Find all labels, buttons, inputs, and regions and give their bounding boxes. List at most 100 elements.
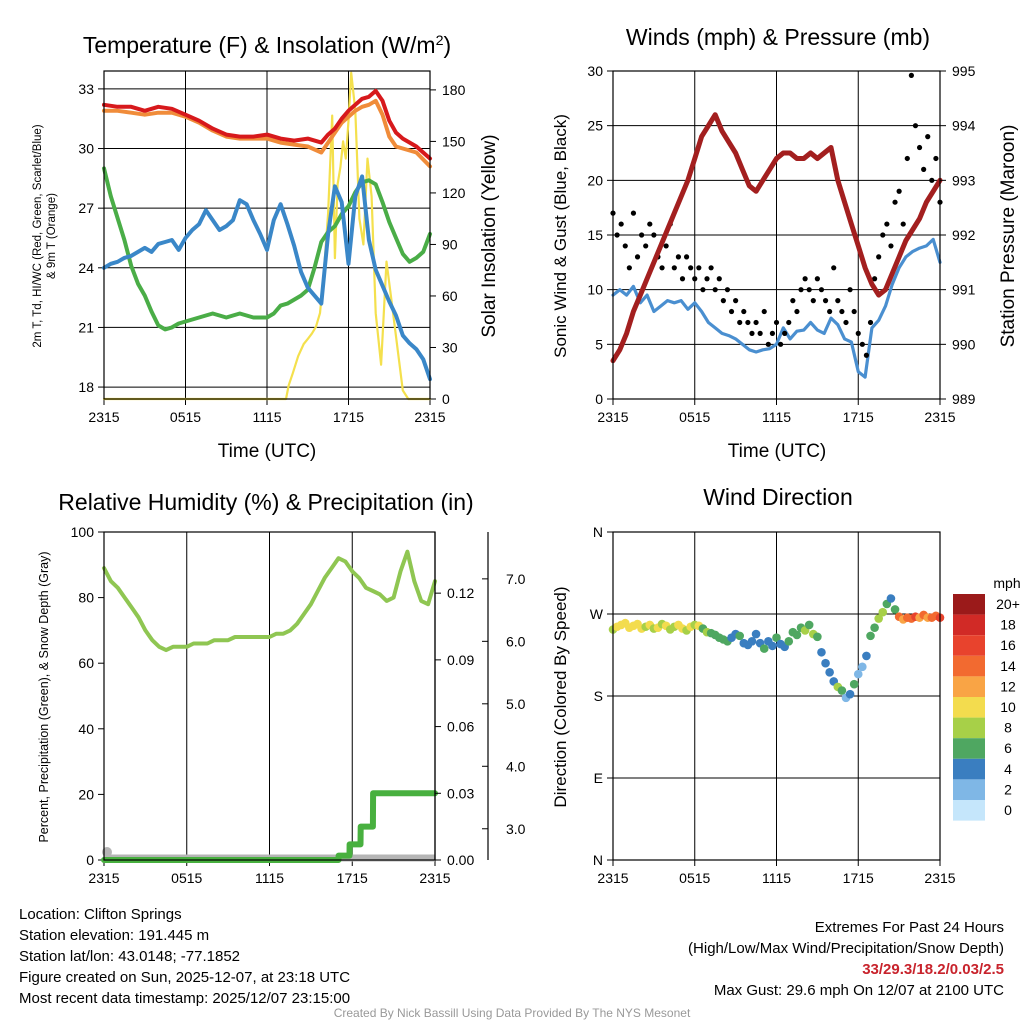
y-tick-label: 80 — [78, 590, 94, 606]
gust-point — [900, 221, 906, 227]
snow-axis-tick-label: 7.0 — [506, 571, 526, 587]
plot-frame — [103, 70, 431, 400]
speed-legend-label: 0 — [1004, 802, 1012, 818]
speed-legend-swatch — [953, 655, 985, 677]
speed-legend-label: 4 — [1004, 761, 1012, 777]
gust-point — [925, 134, 931, 140]
elevation-text: Station elevation: 191.445 m — [19, 927, 210, 944]
gust-point — [614, 232, 620, 238]
gust-point — [782, 330, 788, 336]
heat-index-wind-chill-line — [102, 174, 432, 382]
wind-direction-point — [751, 629, 761, 639]
gust-point — [863, 352, 870, 358]
x-tick-label: 1115 — [255, 870, 284, 886]
gust-point — [659, 265, 665, 271]
wind-direction-point — [862, 651, 871, 661]
gust-point — [761, 308, 767, 315]
gust-point — [794, 308, 800, 315]
wind-direction-point — [825, 668, 834, 677]
speed-legend-swatch — [953, 779, 985, 800]
recent-data-text: Most recent data timestamp: 2025/12/07 2… — [19, 990, 351, 1007]
plot-frame — [612, 531, 941, 861]
x-tick-label: 1715 — [843, 870, 874, 886]
gust-point — [896, 188, 902, 194]
winds-title: Winds (mph) & Pressure (mb) — [626, 24, 930, 50]
x-tick-label: 0515 — [171, 870, 202, 886]
pressure-axis-tick-label: 993 — [952, 172, 976, 188]
gust-point — [704, 276, 710, 282]
precip-axis-tick-label: 0.03 — [447, 785, 474, 801]
location-text: Location: Clifton Springs — [19, 906, 182, 923]
gust-point — [716, 276, 722, 282]
gust-point — [708, 265, 714, 271]
gust-point — [851, 308, 857, 315]
wind-direction-point — [878, 607, 888, 617]
gust-point — [827, 308, 833, 315]
gust-point — [773, 319, 780, 326]
gust-point — [675, 254, 682, 260]
gust-point — [822, 298, 829, 304]
pressure-axis-tick-label: 992 — [952, 227, 976, 243]
gust-point — [688, 265, 694, 271]
gust-point — [884, 221, 890, 227]
solar-axis-tick-label: 90 — [442, 236, 458, 252]
speed-legend-label: 20+ — [996, 596, 1020, 612]
wind-direction-point — [817, 647, 826, 657]
gust-point — [679, 276, 686, 282]
gust-point — [802, 276, 808, 282]
x-tick-label: 1715 — [333, 409, 364, 425]
speed-legend-swatch — [953, 614, 985, 636]
x-tick-label: 2315 — [597, 870, 628, 886]
gust-point — [921, 166, 927, 172]
pressure-axis-label: Station Pressure (Maroon) — [998, 125, 1019, 348]
speed-legend-label: 10 — [1000, 699, 1016, 715]
temp-9m-line — [102, 98, 432, 169]
x-tick-label: 2315 — [414, 409, 445, 425]
y-tick-label: 60 — [78, 655, 94, 671]
wind-direction-point — [874, 614, 883, 623]
gust-point — [622, 243, 628, 249]
gust-point — [745, 319, 751, 326]
gust-point — [831, 265, 837, 271]
x-tick-label: 2315 — [88, 870, 119, 886]
y-tick-label: 33 — [78, 81, 94, 97]
gust-point — [618, 221, 624, 227]
extremes-info: Extremes For Past 24 Hours (High/Low/Max… — [688, 917, 1004, 1001]
latlon-text: Station lat/lon: 43.0148; -77.1852 — [19, 948, 241, 965]
speed-legend-swatch — [953, 738, 985, 759]
gust-point — [806, 287, 812, 293]
speed-legend-label: 6 — [1004, 740, 1012, 756]
gust-point — [916, 144, 923, 151]
gust-point — [818, 287, 825, 293]
solar-axis-tick-label: 60 — [442, 288, 458, 304]
gust-point — [867, 319, 874, 326]
x-tick-label: 2315 — [88, 409, 119, 425]
speed-legend-swatch — [953, 676, 985, 697]
temperature-chart: 2315 0515 1115 1715 2315 18 21 24 27 30 33 0 30 60 90 1… — [78, 70, 466, 425]
x-tick-label: 2315 — [924, 870, 955, 886]
y-tick-label: 20 — [78, 786, 94, 802]
gust-point — [888, 243, 894, 249]
speed-legend-label: 18 — [1000, 617, 1016, 633]
x-tick-label: 1115 — [762, 870, 791, 886]
x-tick-label: 1115 — [762, 409, 791, 425]
created-text: Figure created on Sun, 2025-12-07, at 23… — [19, 969, 351, 986]
speed-legend-label: 8 — [1004, 720, 1012, 736]
gust-point — [769, 330, 776, 336]
station-info: Location: Clifton Springs Station elevat… — [19, 904, 350, 1009]
gust-point — [872, 276, 878, 282]
gust-point — [630, 210, 637, 216]
speed-legend-swatch — [953, 717, 985, 739]
wind-direction-y-label: Direction (Colored By Speed) — [551, 586, 570, 807]
gust-point — [720, 298, 726, 304]
humidity-title: Relative Humidity (%) & Precipitation (i… — [58, 489, 473, 515]
y-tick-label: 5 — [595, 336, 603, 352]
wind-direction-point — [784, 637, 794, 646]
y-tick-label: 10 — [587, 282, 603, 298]
y-tick-label: 0 — [86, 852, 94, 868]
wind-direction-point — [837, 686, 847, 695]
temperature-line — [102, 88, 432, 161]
gust-point — [859, 341, 865, 347]
x-tick-label: 2315 — [597, 409, 628, 425]
